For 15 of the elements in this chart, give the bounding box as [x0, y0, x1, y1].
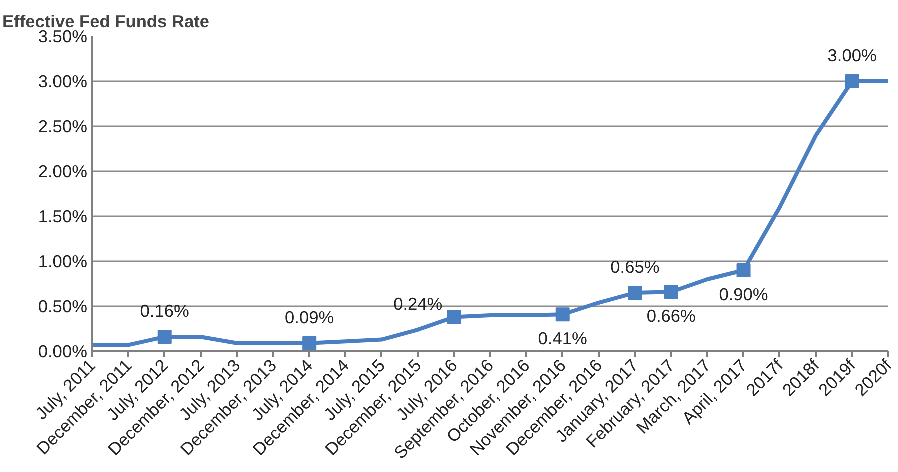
data-label: 0.41% — [538, 328, 588, 349]
data-label: 0.09% — [285, 307, 334, 328]
data-label: 0.65% — [610, 257, 660, 277]
y-tick-label: 2.50% — [38, 116, 88, 136]
data-label: 0.16% — [140, 301, 190, 322]
data-label: 3.00% — [828, 46, 877, 66]
y-tick-label: 0.50% — [38, 296, 88, 316]
y-tick-label: 3.00% — [38, 72, 88, 92]
data-label: 0.66% — [646, 306, 696, 326]
y-tick-label: 1.00% — [38, 252, 88, 272]
y-tick-label: 2.00% — [38, 162, 88, 182]
y-tick-label: 0.00% — [38, 342, 88, 362]
y-tick-label: 1.50% — [38, 206, 88, 226]
data-label: 0.90% — [719, 284, 768, 304]
data-label: 0.24% — [394, 294, 443, 314]
